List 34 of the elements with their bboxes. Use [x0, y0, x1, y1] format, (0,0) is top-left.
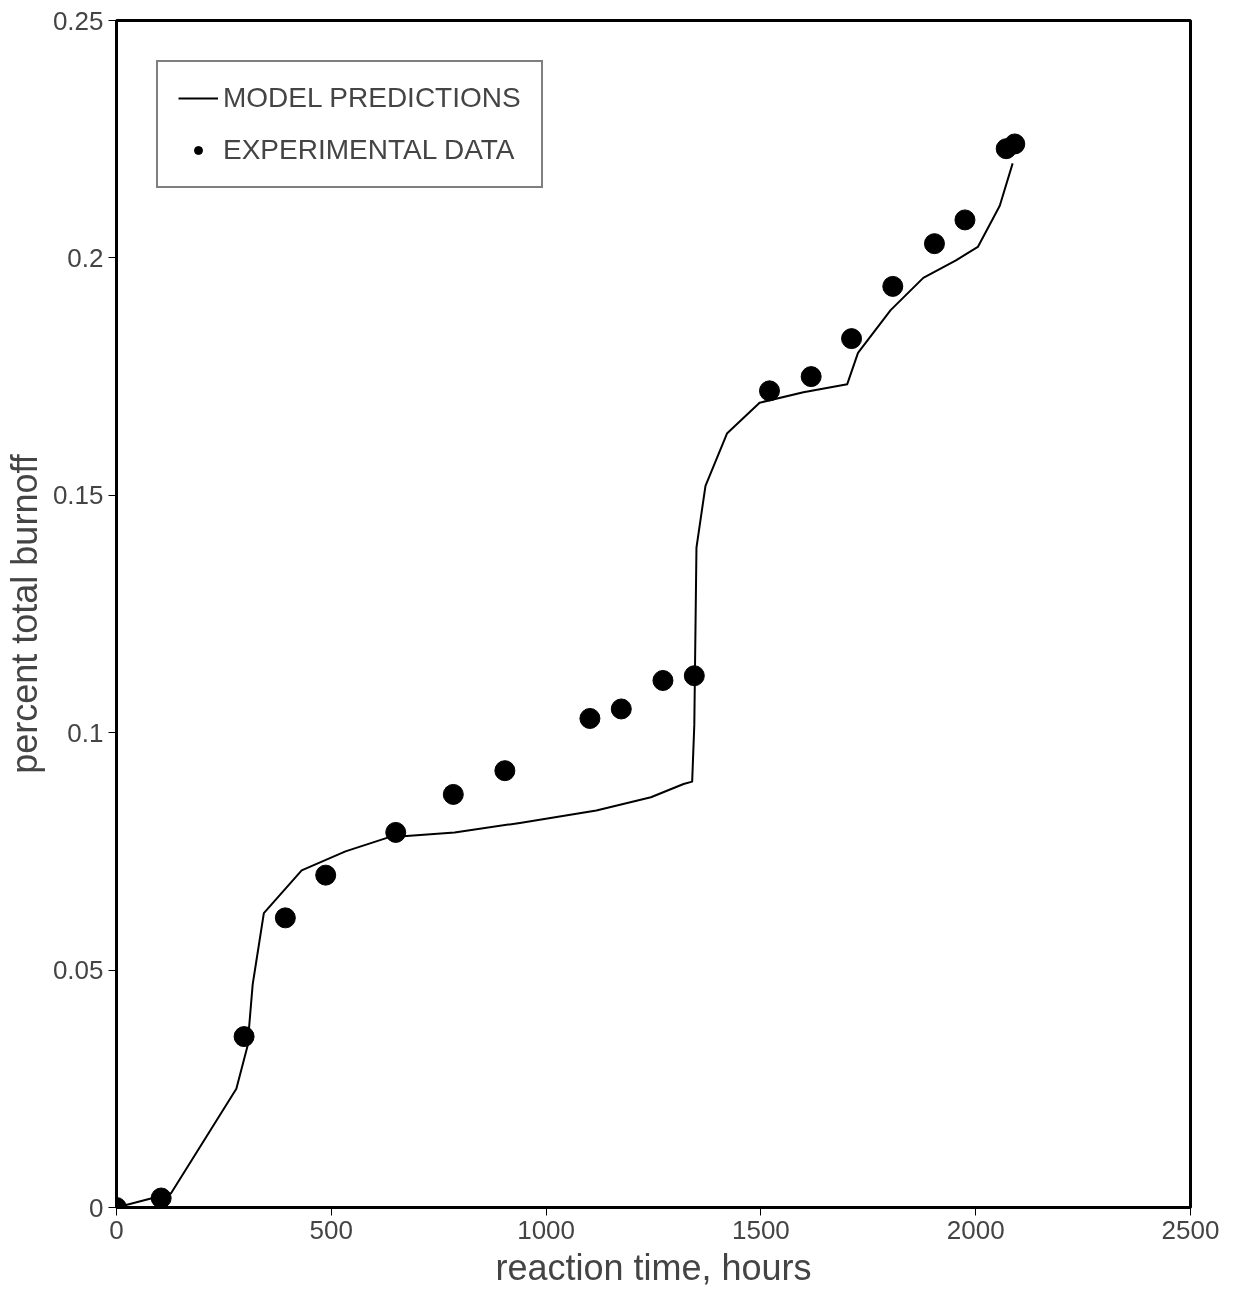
x-tick-label: 0: [109, 1214, 124, 1245]
point: [954, 209, 976, 231]
point: [882, 275, 904, 297]
x-tick-label: 1500: [731, 1214, 790, 1245]
point: [841, 328, 863, 350]
y-tick-label: 0.1: [67, 717, 104, 748]
y-tick-label: 0.15: [52, 480, 104, 511]
point: [1004, 133, 1026, 155]
x-tick-label: 2000: [946, 1214, 1005, 1245]
point: [385, 821, 407, 843]
point: [923, 233, 945, 255]
y-axis-title: percent total burnoff: [3, 453, 45, 774]
point: [610, 698, 632, 720]
point: [494, 760, 516, 782]
point: [233, 1026, 255, 1048]
point: [579, 707, 601, 729]
x-tick-label: 2500: [1161, 1214, 1220, 1245]
y-tick-label: 0.05: [52, 955, 104, 986]
point: [652, 669, 674, 691]
point: [800, 366, 822, 388]
legend-label: EXPERIMENTAL DATA: [223, 134, 515, 166]
point: [150, 1187, 172, 1208]
y-tick-label: 0: [89, 1192, 104, 1223]
point: [274, 907, 296, 929]
point: [758, 380, 780, 402]
x-tick-label: 1000: [517, 1214, 576, 1245]
y-tick-label: 0.25: [52, 5, 104, 36]
y-tick-label: 0.2: [67, 242, 104, 273]
point: [442, 783, 464, 805]
point: [683, 665, 705, 687]
x-axis-title: reaction time, hours: [495, 1246, 812, 1288]
legend-label: MODEL PREDICTIONS: [223, 82, 521, 114]
point: [315, 864, 337, 886]
x-tick-label: 500: [309, 1214, 353, 1245]
